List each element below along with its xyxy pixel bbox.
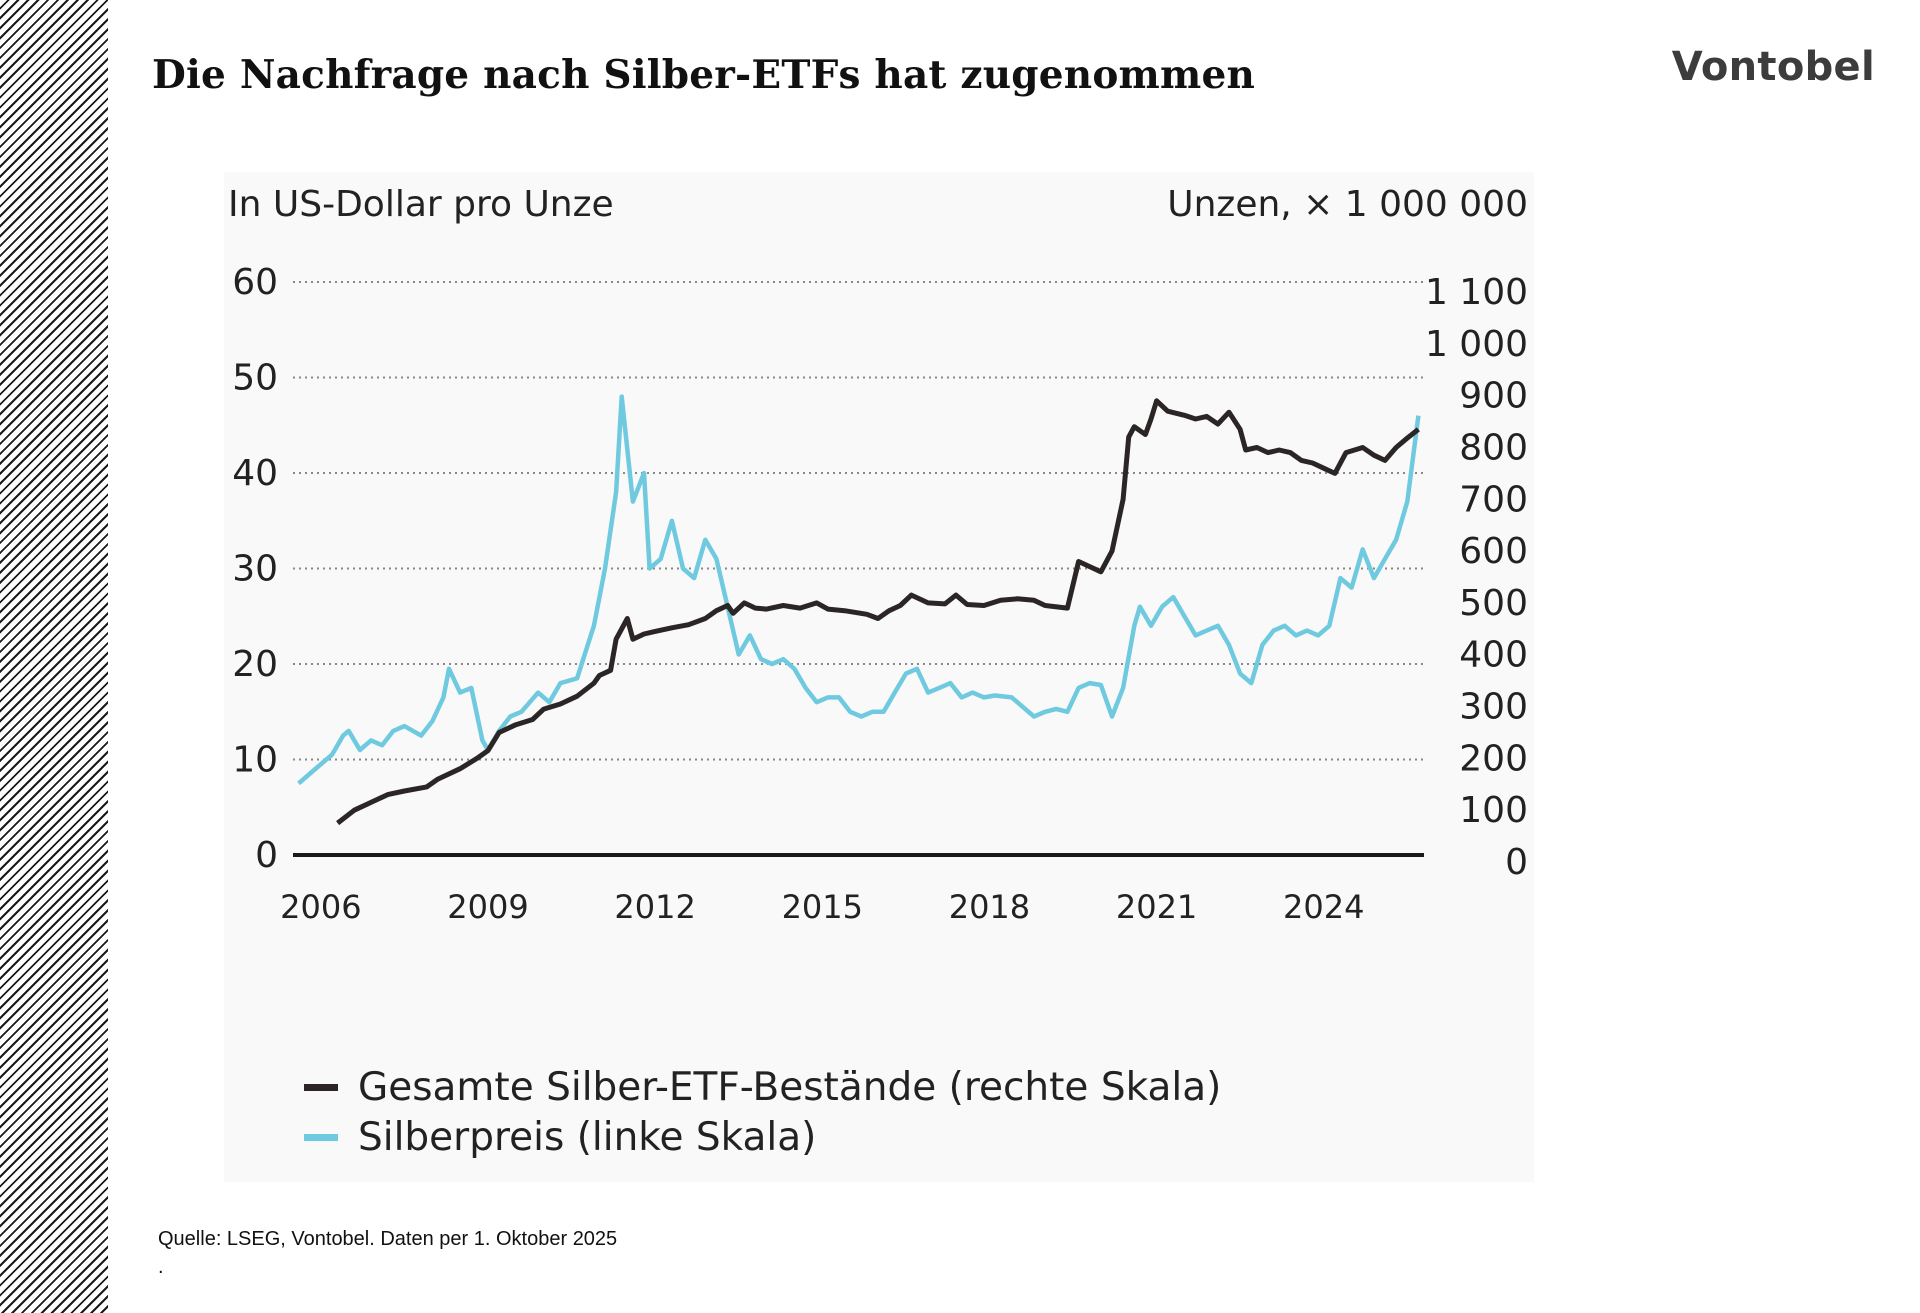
x-tick-label: 2006 bbox=[280, 888, 361, 926]
right-tick-label: 900 bbox=[1459, 376, 1528, 417]
legend-label-price: Silberpreis (linke Skala) bbox=[358, 1114, 817, 1160]
page-title: Die Nachfrage nach Silber-ETFs hat zugen… bbox=[152, 52, 1256, 98]
right-tick-label: 700 bbox=[1459, 479, 1528, 520]
left-tick-label: 60 bbox=[232, 262, 278, 303]
right-tick-label: 1 000 bbox=[1425, 324, 1528, 365]
left-tick-label: 10 bbox=[232, 740, 278, 781]
chart-legend: Gesamte Silber-ETF-Bestände (rechte Skal… bbox=[304, 1062, 1221, 1162]
x-tick-label: 2009 bbox=[447, 888, 528, 926]
x-tick-label: 2021 bbox=[1116, 888, 1197, 926]
line-chart: In US-Dollar pro Unze Unzen, × 1 000 000 0… bbox=[228, 184, 1528, 926]
left-tick-label: 50 bbox=[232, 358, 278, 399]
legend-swatch-price bbox=[304, 1133, 338, 1141]
left-tick-label: 30 bbox=[232, 549, 278, 590]
gridlines bbox=[293, 281, 1424, 761]
right-tick-label: 400 bbox=[1459, 635, 1528, 676]
left-tick-label: 40 bbox=[232, 453, 278, 494]
right-tick-label: 200 bbox=[1459, 738, 1528, 779]
left-axis-title: In US-Dollar pro Unze bbox=[228, 184, 614, 225]
legend-label-etf: Gesamte Silber-ETF-Bestände (rechte Skal… bbox=[358, 1064, 1222, 1110]
right-tick-label: 600 bbox=[1459, 531, 1528, 572]
chart-panel: In US-Dollar pro Unze Unzen, × 1 000 000 0… bbox=[224, 172, 1534, 1182]
legend-item-price: Silberpreis (linke Skala) bbox=[304, 1112, 1221, 1162]
right-tick-label: 800 bbox=[1459, 427, 1528, 468]
right-tick-label: 300 bbox=[1459, 687, 1528, 728]
series-line-etf-bestaende bbox=[336, 398, 1420, 826]
right-tick-label: 500 bbox=[1459, 583, 1528, 624]
footnote-dot: . bbox=[158, 1256, 164, 1278]
right-axis-title: Unzen, × 1 000 000 bbox=[1167, 184, 1528, 225]
right-tick-label: 0 bbox=[1505, 842, 1528, 883]
x-tick-label: 2012 bbox=[614, 888, 695, 926]
right-tick-label: 1 100 bbox=[1425, 272, 1528, 313]
hatched-sidebar-decoration bbox=[0, 0, 108, 1313]
legend-swatch-etf bbox=[304, 1083, 338, 1091]
series-lines bbox=[297, 394, 1421, 826]
vontobel-logo: Vontobel bbox=[1671, 44, 1875, 90]
source-note: Quelle: LSEG, Vontobel. Daten per 1. Okt… bbox=[158, 1228, 618, 1250]
legend-item-etf: Gesamte Silber-ETF-Bestände (rechte Skal… bbox=[304, 1062, 1221, 1112]
series-line-silberpreis bbox=[297, 394, 1421, 786]
axes: In US-Dollar pro Unze Unzen, × 1 000 000 0… bbox=[228, 184, 1528, 926]
left-tick-label: 20 bbox=[232, 644, 278, 685]
x-tick-label: 2018 bbox=[949, 888, 1030, 926]
x-tick-label: 2015 bbox=[782, 888, 863, 926]
right-tick-label: 100 bbox=[1459, 790, 1528, 831]
x-tick-label: 2024 bbox=[1283, 888, 1364, 926]
left-tick-label: 0 bbox=[255, 835, 278, 876]
